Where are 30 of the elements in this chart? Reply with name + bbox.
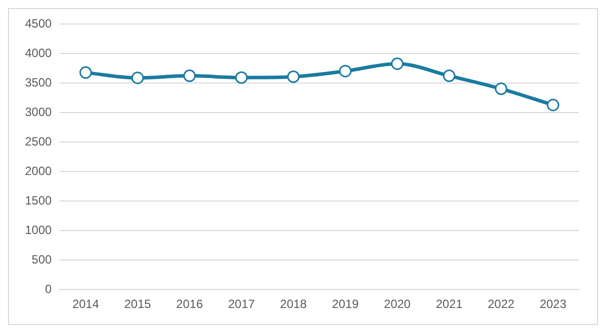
y-tick-label: 2000 [24, 164, 52, 178]
x-tick-label: 2016 [176, 297, 204, 312]
y-tick-label: 2500 [24, 134, 52, 148]
y-tick-label: 1500 [24, 193, 52, 208]
x-tick-label: 2020 [384, 297, 411, 312]
x-tick-label: 2021 [436, 297, 463, 312]
y-tick-label: 0 [45, 282, 52, 296]
x-tick-label: 2019 [332, 297, 359, 312]
point [442, 70, 456, 82]
x-tick-label: 2014 [72, 297, 100, 312]
point [131, 72, 144, 84]
point [183, 70, 196, 82]
point [287, 70, 300, 83]
y-tick-label: 4000 [24, 46, 52, 60]
point [235, 71, 248, 84]
x-tick-label: 2015 [124, 297, 152, 312]
point [546, 98, 560, 112]
point [79, 66, 92, 79]
point [339, 64, 352, 78]
x-tick-label: 2022 [488, 297, 515, 312]
y-tick-label: 1000 [24, 222, 52, 237]
x-tick-label: 2018 [280, 297, 308, 312]
x-tick-label: 2017 [228, 297, 256, 312]
point [390, 57, 404, 70]
x-tick-label: 2023 [540, 297, 567, 312]
y-tick-label: 3500 [24, 75, 52, 90]
y-tick-label: 4500 [24, 16, 52, 31]
y-tick-label: 3000 [24, 104, 52, 119]
y-tick-label: 500 [32, 252, 52, 266]
point [494, 82, 508, 96]
